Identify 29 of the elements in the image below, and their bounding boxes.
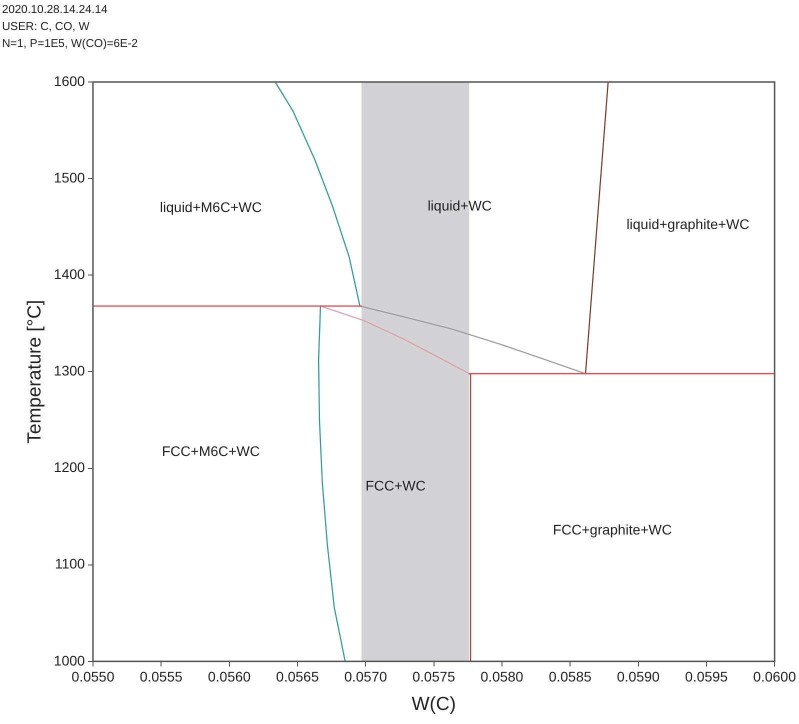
- x-tick-label: 0.0590: [616, 668, 660, 685]
- x-tick-label: 0.0595: [685, 668, 728, 685]
- y-tick-label: 1200: [54, 459, 86, 476]
- x-tick-label: 0.0575: [412, 668, 456, 685]
- x-tick-label: 0.0585: [548, 668, 592, 685]
- x-tick-label: 0.0560: [208, 668, 251, 685]
- x-tick-label: 0.0565: [276, 668, 320, 685]
- y-tick-label: 1100: [54, 556, 86, 572]
- y-tick-label: 1300: [54, 362, 86, 379]
- y-axis-title: Temperature [°C]: [24, 300, 46, 444]
- annotation: liquid+graphite+WC: [626, 216, 750, 232]
- x-tick-label: 0.0600: [753, 668, 796, 685]
- x-tick-label: 0.0570: [344, 668, 388, 685]
- x-tick-label: 0.0550: [72, 668, 115, 685]
- x-tick-label: 0.0580: [480, 668, 524, 685]
- y-tick-label: 1500: [54, 169, 86, 186]
- text: 2020.10.28.14.24.14: [2, 3, 109, 18]
- annotation: liquid+WC: [428, 197, 492, 214]
- text: N=1, P=1E5, W(CO)=6E-2: [2, 37, 138, 52]
- annotation: FCC+WC: [365, 477, 426, 494]
- x-tick-label: 0.0555: [140, 668, 183, 685]
- text: USER: C, CO, W: [2, 20, 91, 35]
- annotation: FCC+M6C+WC: [162, 443, 260, 460]
- y-tick-label: 1400: [54, 266, 86, 282]
- y-tick-label: 1600: [54, 72, 86, 89]
- annotation: liquid+M6C+WC: [160, 199, 262, 216]
- y-tick-label: 1000: [54, 652, 86, 668]
- x-axis-title: W(C): [412, 694, 456, 715]
- annotation: FCC+graphite+WC: [552, 521, 672, 538]
